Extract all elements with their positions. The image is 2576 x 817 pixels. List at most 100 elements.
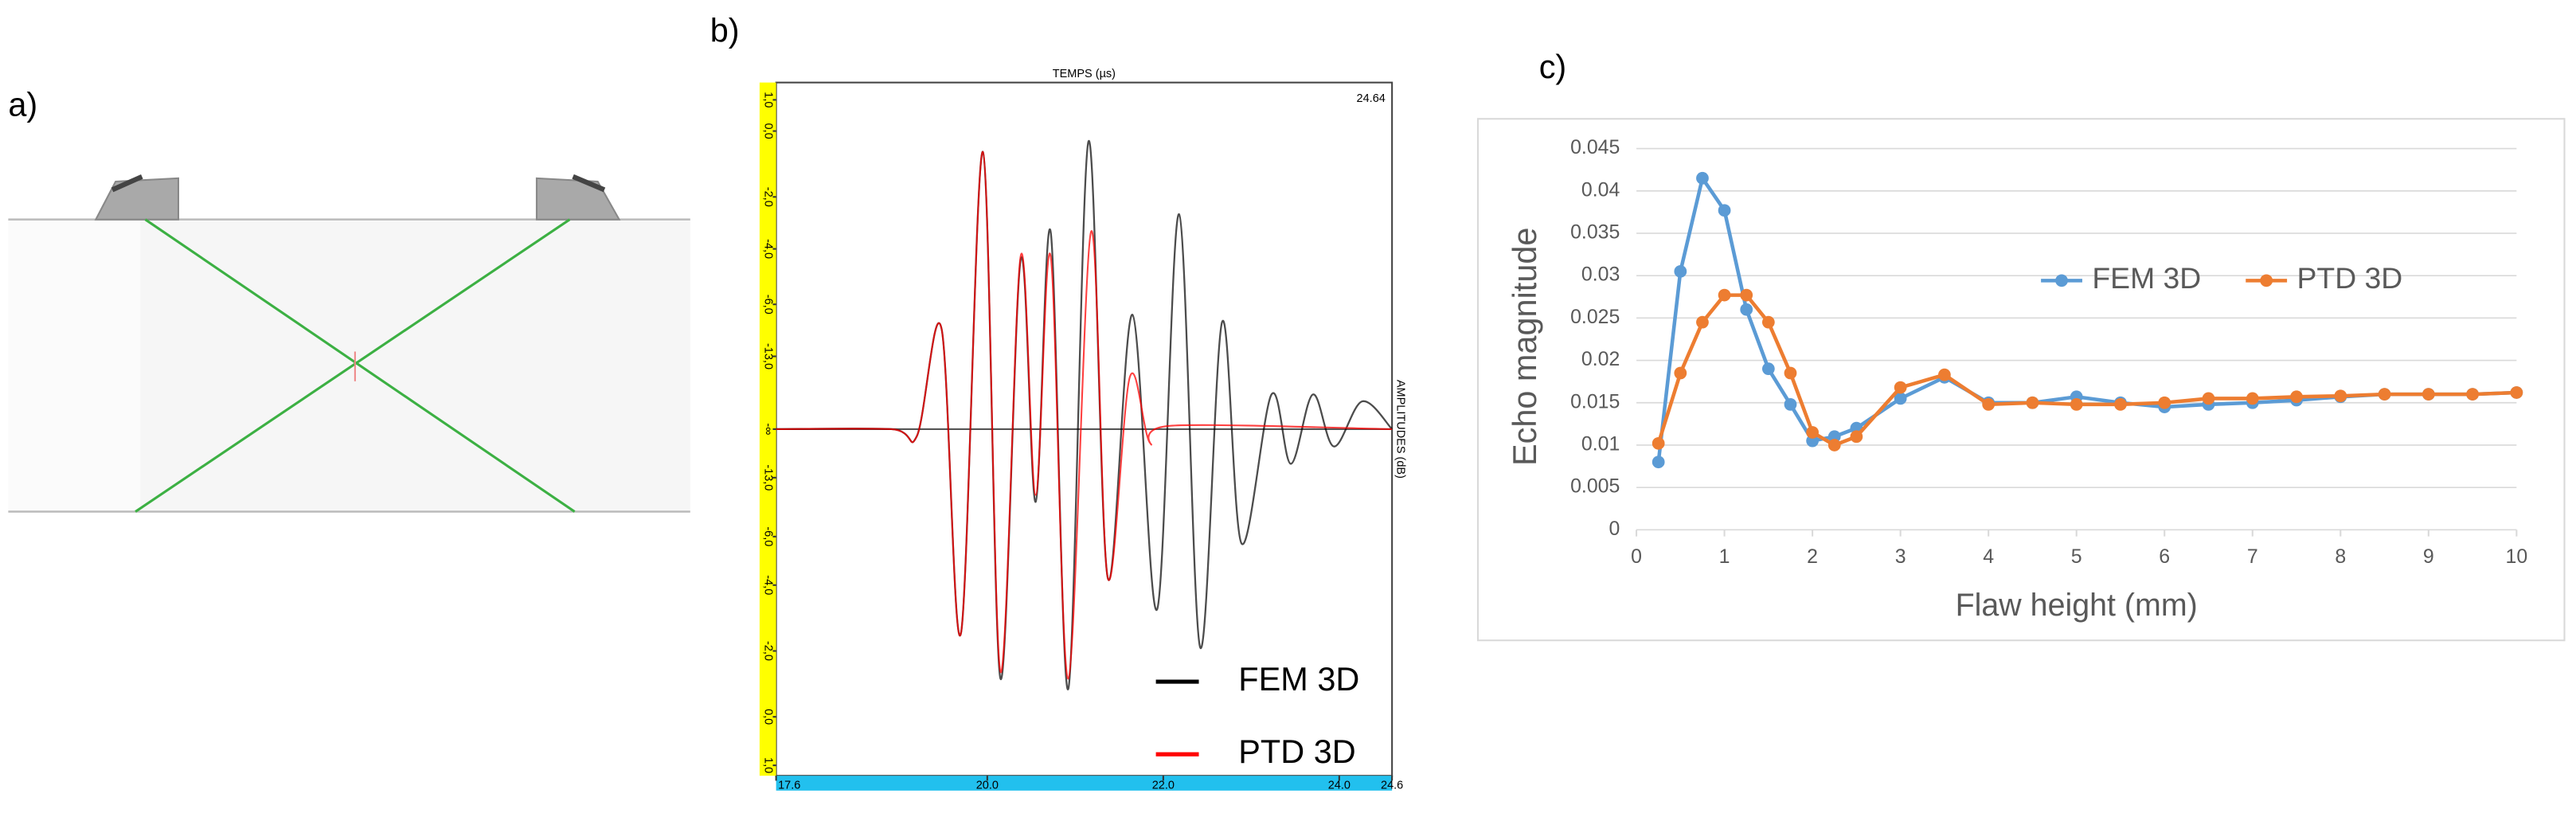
y-tick-label: 0.02 <box>1581 348 1620 370</box>
y-tick-label: 0.045 <box>1570 136 1620 158</box>
data-point <box>1784 366 1797 380</box>
y-tick-label: 0.035 <box>1570 221 1620 244</box>
x-tick-label: 8 <box>2335 545 2346 568</box>
data-point <box>1674 366 1687 380</box>
probe-left <box>94 177 179 221</box>
y-tick-label: 0,0 <box>761 709 774 725</box>
data-point <box>1894 392 1907 405</box>
x-tick-label: 9 <box>2423 545 2434 568</box>
data-point <box>1652 455 1665 469</box>
waveform <box>776 150 1393 680</box>
x-tick-label: 2 <box>1807 545 1818 568</box>
data-point <box>2246 392 2259 405</box>
data-point <box>1696 171 1709 185</box>
x-axis-label: TEMPS (µs) <box>1053 68 1116 80</box>
x-tick-label: 24.0 <box>1328 779 1351 792</box>
legend-marker <box>2055 274 2068 287</box>
data-point <box>1652 436 1665 450</box>
x-tick-label: 24.6 <box>1381 779 1403 792</box>
data-point <box>1806 426 1819 439</box>
y-tick-label: 0.01 <box>1581 433 1620 455</box>
y-tick-label: 0.025 <box>1570 306 1620 328</box>
y-tick-label: -4,0 <box>761 575 774 595</box>
y-axis-band <box>759 82 776 776</box>
data-point <box>2510 386 2523 399</box>
x-axis-label: Flaw height (mm) <box>1956 588 2198 623</box>
y-axis-label: AMPLITUDES (dB) <box>1394 380 1407 479</box>
data-point <box>1740 288 1753 302</box>
data-point <box>2422 388 2435 401</box>
data-point <box>1761 315 1775 329</box>
legend-label: FEM 3D <box>2092 261 2201 295</box>
chart-frame <box>1476 118 2566 642</box>
data-point <box>2158 396 2171 409</box>
data-point <box>2114 397 2127 411</box>
data-point <box>2466 388 2479 401</box>
data-point <box>1894 381 1907 394</box>
y-tick-label: 0.015 <box>1570 390 1620 412</box>
data-point <box>1696 315 1709 329</box>
data-point <box>2334 389 2347 403</box>
beam-path <box>135 218 571 513</box>
x-tick-label: 6 <box>2159 545 2170 568</box>
data-point <box>1761 362 1775 376</box>
data-point <box>1827 439 1841 452</box>
probe-right <box>535 177 621 221</box>
legend-label: PTD 3D <box>1238 733 1355 770</box>
legend-label: FEM 3D <box>1238 660 1359 698</box>
corner-label: 24.64 <box>1357 92 1386 105</box>
legend-marker <box>2260 274 2273 287</box>
y-tick-label: 0.005 <box>1570 475 1620 498</box>
legend-label: PTD 3D <box>2297 261 2403 295</box>
x-tick-label: 7 <box>2247 545 2258 568</box>
y-tick-label: -∞ <box>761 423 774 435</box>
y-tick-label: 0.04 <box>1581 178 1620 201</box>
y-tick-label: 0 <box>1609 518 1620 540</box>
y-tick-label: -2,0 <box>761 641 774 661</box>
waveform <box>776 140 1393 690</box>
data-point <box>2026 396 2039 409</box>
data-point <box>1674 264 1687 278</box>
x-tick-label: 20.0 <box>976 779 999 792</box>
data-point <box>2202 392 2215 405</box>
x-axis-band <box>776 776 1393 791</box>
specimen-zone <box>140 221 690 510</box>
x-tick-label: 17.6 <box>778 779 800 792</box>
beam-path <box>144 218 576 513</box>
data-point <box>1784 397 1797 411</box>
data-point <box>1718 204 1731 217</box>
x-tick-label: 22.0 <box>1152 779 1175 792</box>
x-tick-label: 3 <box>1895 545 1906 568</box>
y-tick-label: -6,0 <box>761 526 774 546</box>
y-tick-label: -4,0 <box>761 239 774 259</box>
probe-left-element <box>111 174 143 193</box>
y-tick-label: 1,0 <box>761 92 774 108</box>
x-tick-label: 10 <box>2506 545 2528 568</box>
y-tick-label: -13,0 <box>761 343 774 369</box>
panel-label: c) <box>1539 48 1567 85</box>
y-tick-label: 0,0 <box>761 123 774 139</box>
data-point <box>1938 368 1951 381</box>
panel-label: a) <box>8 86 37 123</box>
probe-diagram <box>8 174 690 513</box>
data-point <box>1740 303 1753 316</box>
x-tick-label: 1 <box>1719 545 1730 568</box>
data-point <box>2070 397 2083 411</box>
x-tick-label: 5 <box>2071 545 2082 568</box>
data-point <box>1718 288 1731 302</box>
data-point <box>1982 397 1996 411</box>
y-tick-label: 0.03 <box>1581 264 1620 286</box>
panel-label: b) <box>710 11 740 49</box>
data-point <box>1850 430 1863 444</box>
y-tick-label: -6,0 <box>761 295 774 315</box>
x-tick-label: 0 <box>1631 545 1642 568</box>
data-point <box>2378 388 2391 401</box>
y-axis-label: Echo magnitude <box>1506 228 1543 467</box>
data-point <box>2290 390 2303 404</box>
y-tick-label: -2,0 <box>761 187 774 207</box>
y-tick-label: -13,0 <box>761 464 774 491</box>
x-tick-label: 4 <box>1983 545 1994 568</box>
y-tick-label: 1,0 <box>761 757 774 773</box>
